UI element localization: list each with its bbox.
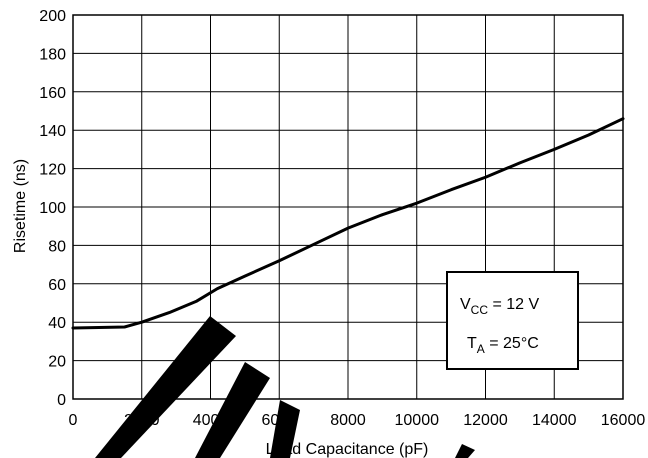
y-tick-label: 60 [48, 277, 66, 294]
annotation-box [446, 271, 579, 370]
y-tick-label: 200 [39, 8, 66, 25]
y-tick-label: 80 [48, 238, 66, 255]
x-tick-label: 12000 [463, 412, 508, 429]
x-tick-label: 4000 [193, 412, 229, 429]
x-tick-label: 14000 [532, 412, 577, 429]
x-tick-label: 0 [69, 412, 78, 429]
x-tick-label: 16000 [601, 412, 646, 429]
tick-labels: 0 2000 4000 6000 8000 10000 12000 14000 16000 0 20… [39, 8, 645, 429]
annotation-vcc: VCC = 12 V [460, 296, 539, 317]
y-tick-label: 180 [39, 46, 66, 63]
plot-frame [72, 14, 624, 400]
annotation-ta: TA = 25°C [467, 335, 539, 356]
y-tick-label: 100 [39, 200, 66, 217]
y-tick-label: 160 [39, 85, 66, 102]
risetime-series-line [71, 117, 625, 330]
x-tick-label: 10000 [395, 412, 440, 429]
x-axis-title: Load Capacitance (pF) [266, 441, 429, 458]
y-tick-label: 20 [48, 354, 66, 371]
x-tick-label: 2000 [124, 412, 160, 429]
y-tick-label: 40 [48, 315, 66, 332]
y-tick-label: 140 [39, 123, 66, 140]
y-tick-label: 120 [39, 162, 66, 179]
y-tick-label: 0 [57, 392, 66, 409]
y-axis-title: Risetime (ns) [12, 159, 29, 253]
watermark [95, 316, 475, 458]
x-tick-label: 8000 [330, 412, 366, 429]
series-layer [71, 117, 625, 330]
x-tick-label: 6000 [261, 412, 297, 429]
condition-annotation: VCC = 12 V TA = 25°C [446, 271, 579, 370]
